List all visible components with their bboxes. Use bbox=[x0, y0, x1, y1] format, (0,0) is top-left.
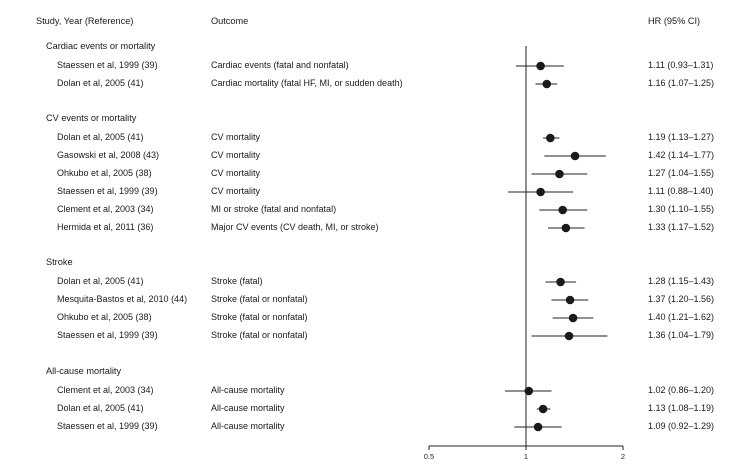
hr-column-header: HR (95% CI) bbox=[648, 16, 701, 26]
group-heading: Stroke bbox=[46, 257, 73, 267]
x-tick-label: 1 bbox=[524, 452, 528, 461]
hr-point bbox=[570, 151, 580, 161]
outcome-label: MI or stroke (fatal and nonfatal) bbox=[211, 204, 337, 214]
hr-point bbox=[546, 133, 555, 143]
outcome-label: Stroke (fatal or nonfatal) bbox=[211, 330, 308, 340]
outcome-label: All-cause mortality bbox=[211, 421, 285, 431]
hr-point bbox=[555, 169, 564, 179]
hr-ci-label: 1.33 (1.17–1.52) bbox=[648, 222, 715, 232]
outcome-label: All-cause mortality bbox=[211, 385, 285, 395]
outcome-label: CV mortality bbox=[211, 150, 261, 160]
study-label: Dolan et al, 2005 (41) bbox=[57, 403, 144, 413]
hr-ci-label: 1.11 (0.93–1.31) bbox=[648, 60, 714, 70]
hr-ci-label: 1.27 (1.04–1.55) bbox=[648, 168, 715, 178]
hr-point bbox=[536, 61, 545, 71]
outcome-label: Stroke (fatal or nonfatal) bbox=[211, 294, 308, 304]
hr-point bbox=[542, 79, 552, 89]
hr-ci-label: 1.42 (1.14–1.77) bbox=[648, 150, 715, 160]
outcome-label: Major CV events (CV death, MI, or stroke… bbox=[211, 222, 379, 232]
group-heading: Cardiac events or mortality bbox=[46, 41, 156, 51]
hr-point bbox=[564, 331, 574, 341]
outcome-label: All-cause mortality bbox=[211, 403, 285, 413]
hr-ci-label: 1.40 (1.21–1.62) bbox=[648, 312, 715, 322]
study-label: Ohkubo et al, 2005 (38) bbox=[57, 168, 152, 178]
hr-ci-label: 1.37 (1.20–1.56) bbox=[648, 294, 715, 304]
x-tick-label: 0.5 bbox=[424, 452, 434, 461]
study-label: Hermida et al, 2011 (36) bbox=[57, 222, 154, 232]
x-tick-label: 2 bbox=[621, 452, 625, 461]
group-heading: CV events or mortality bbox=[46, 113, 137, 123]
study-label: Staessen et al, 1999 (39) bbox=[57, 60, 158, 70]
study-label: Dolan et al, 2005 (41) bbox=[57, 78, 144, 88]
study-label: Staessen et al, 1999 (39) bbox=[57, 421, 158, 431]
outcome-column-header: Outcome bbox=[211, 16, 249, 26]
hr-point bbox=[533, 422, 543, 432]
study-label: Ohkubo et al, 2005 (38) bbox=[57, 312, 152, 322]
hr-point bbox=[524, 386, 534, 396]
outcome-label: Cardiac mortality (fatal HF, MI, or sudd… bbox=[211, 78, 403, 88]
outcome-label: CV mortality bbox=[211, 168, 261, 178]
hr-ci-label: 1.19 (1.13–1.27) bbox=[648, 132, 715, 142]
hr-point bbox=[558, 205, 568, 215]
hr-ci-label: 1.28 (1.15–1.43) bbox=[648, 276, 715, 286]
study-label: Clement et al, 2003 (34) bbox=[57, 385, 154, 395]
hr-point bbox=[568, 313, 578, 323]
study-column-header: Study, Year (Reference) bbox=[36, 16, 134, 26]
hr-ci-label: 1.16 (1.07–1.25) bbox=[648, 78, 715, 88]
hr-point bbox=[556, 277, 565, 287]
hr-ci-label: 1.30 (1.10–1.55) bbox=[648, 204, 715, 214]
outcome-label: Stroke (fatal) bbox=[211, 276, 263, 286]
outcome-label: Cardiac events (fatal and nonfatal) bbox=[211, 60, 349, 70]
hr-point bbox=[565, 295, 575, 305]
group-heading: All-cause mortality bbox=[46, 366, 122, 376]
study-label: Staessen et al, 1999 (39) bbox=[57, 186, 158, 196]
outcome-label: CV mortality bbox=[211, 132, 261, 142]
hr-point bbox=[538, 404, 548, 414]
hr-ci-label: 1.02 (0.86–1.20) bbox=[648, 385, 715, 395]
study-label: Clement et al, 2003 (34) bbox=[57, 204, 154, 214]
outcome-label: Stroke (fatal or nonfatal) bbox=[211, 312, 308, 322]
study-label: Staessen et al, 1999 (39) bbox=[57, 330, 158, 340]
study-label: Gasowski et al, 2008 (43) bbox=[57, 150, 160, 160]
hr-ci-label: 1.11 (0.88–1.40) bbox=[648, 186, 714, 196]
study-label: Dolan et al, 2005 (41) bbox=[57, 132, 144, 142]
hr-ci-label: 1.13 (1.08–1.19) bbox=[648, 403, 715, 413]
hr-point bbox=[536, 187, 545, 197]
study-label: Dolan et al, 2005 (41) bbox=[57, 276, 144, 286]
hr-ci-label: 1.09 (0.92–1.29) bbox=[648, 421, 715, 431]
outcome-label: CV mortality bbox=[211, 186, 261, 196]
hr-point bbox=[561, 223, 571, 233]
hr-ci-label: 1.36 (1.04–1.79) bbox=[648, 330, 715, 340]
study-label: Mesquita-Bastos et al, 2010 (44) bbox=[57, 294, 188, 304]
